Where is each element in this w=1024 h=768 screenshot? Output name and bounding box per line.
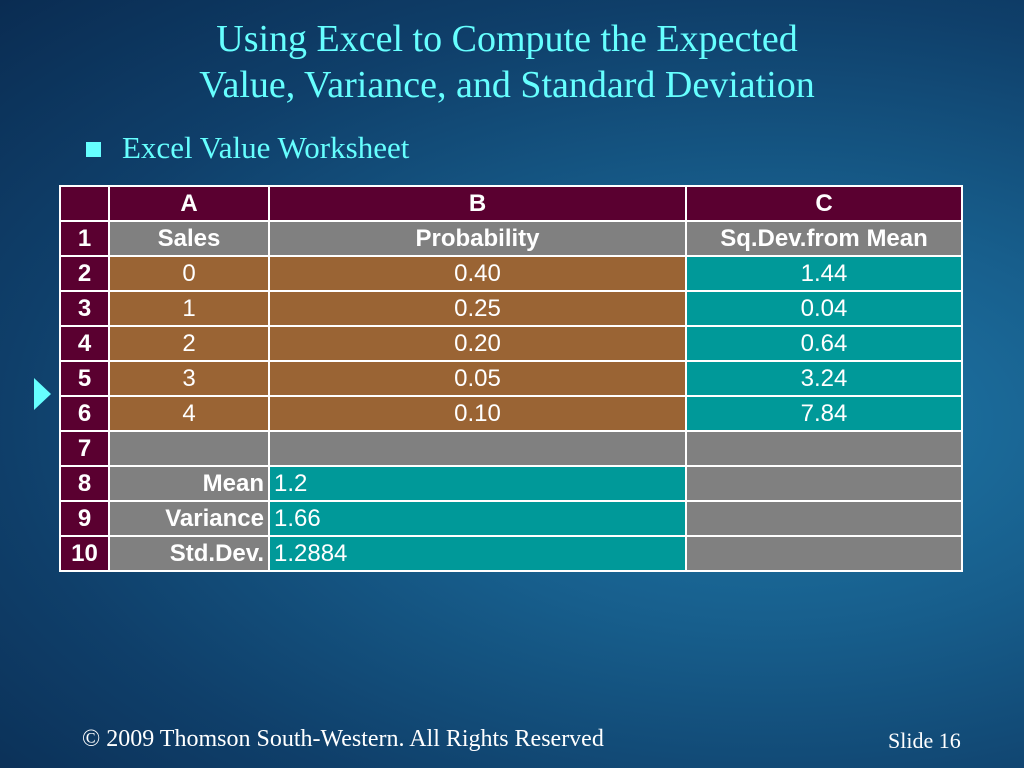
std-dev-label: Std.Dev. — [108, 535, 270, 572]
empty-cell — [268, 430, 687, 467]
probability-cell: 0.40 — [268, 255, 687, 292]
sq-dev-cell: 0.04 — [685, 290, 963, 327]
probability-cell: 0.20 — [268, 325, 687, 362]
sales-cell: 2 — [108, 325, 270, 362]
table-row: 3 1 0.25 0.04 — [59, 290, 963, 327]
table-row: 5 3 0.05 3.24 — [59, 360, 963, 397]
column-header-a: A — [108, 185, 270, 222]
row-number: 3 — [59, 290, 110, 327]
empty-cell — [685, 465, 963, 502]
row-number: 8 — [59, 465, 110, 502]
square-bullet-icon — [86, 141, 101, 157]
empty-cell — [108, 430, 270, 467]
copyright-footer: © 2009 Thomson South-Western. All Rights… — [82, 726, 604, 752]
table-row: 2 0 0.40 1.44 — [59, 255, 963, 292]
slide-title: Using Excel to Compute the Expected Valu… — [0, 16, 1014, 108]
title-line-1: Using Excel to Compute the Expected — [216, 18, 798, 60]
table-row: 10 Std.Dev. 1.2884 — [59, 535, 963, 572]
empty-cell — [685, 500, 963, 537]
cell-b1: Probability — [268, 220, 687, 257]
table-row: 8 Mean 1.2 — [59, 465, 963, 502]
bullet-item: Excel Value Worksheet — [86, 130, 409, 166]
variance-label: Variance — [108, 500, 270, 537]
column-header-b: B — [268, 185, 687, 222]
probability-cell: 0.10 — [268, 395, 687, 432]
corner-cell — [59, 185, 110, 222]
table-row: 6 4 0.10 7.84 — [59, 395, 963, 432]
row-pointer-arrow-icon — [34, 378, 51, 410]
bullet-text: Excel Value Worksheet — [122, 130, 410, 165]
slide-number: Slide 16 — [888, 728, 961, 753]
row-number: 10 — [59, 535, 110, 572]
variance-value: 1.66 — [268, 500, 687, 537]
sq-dev-cell: 7.84 — [685, 395, 963, 432]
excel-worksheet: A B C 1 Sales Probability Sq.Dev.from Me… — [59, 185, 963, 572]
std-dev-value: 1.2884 — [268, 535, 687, 572]
sq-dev-cell: 1.44 — [685, 255, 963, 292]
sales-cell: 0 — [108, 255, 270, 292]
table-row: 9 Variance 1.66 — [59, 500, 963, 537]
row-number: 1 — [59, 220, 110, 257]
column-header-row: A B C — [59, 185, 963, 222]
row-number: 4 — [59, 325, 110, 362]
table-row: 7 — [59, 430, 963, 467]
mean-label: Mean — [108, 465, 270, 502]
mean-value: 1.2 — [268, 465, 687, 502]
probability-cell: 0.05 — [268, 360, 687, 397]
table-row: 4 2 0.20 0.64 — [59, 325, 963, 362]
empty-cell — [685, 535, 963, 572]
empty-cell — [685, 430, 963, 467]
title-line-2: Value, Variance, and Standard Deviation — [199, 64, 815, 106]
row-number: 6 — [59, 395, 110, 432]
row-number: 2 — [59, 255, 110, 292]
sales-cell: 4 — [108, 395, 270, 432]
row-number: 9 — [59, 500, 110, 537]
probability-cell: 0.25 — [268, 290, 687, 327]
column-header-c: C — [685, 185, 963, 222]
sales-cell: 1 — [108, 290, 270, 327]
row-number: 7 — [59, 430, 110, 467]
table-row: 1 Sales Probability Sq.Dev.from Mean — [59, 220, 963, 257]
cell-a1: Sales — [108, 220, 270, 257]
sq-dev-cell: 0.64 — [685, 325, 963, 362]
sales-cell: 3 — [108, 360, 270, 397]
row-number: 5 — [59, 360, 110, 397]
cell-c1: Sq.Dev.from Mean — [685, 220, 963, 257]
sq-dev-cell: 3.24 — [685, 360, 963, 397]
